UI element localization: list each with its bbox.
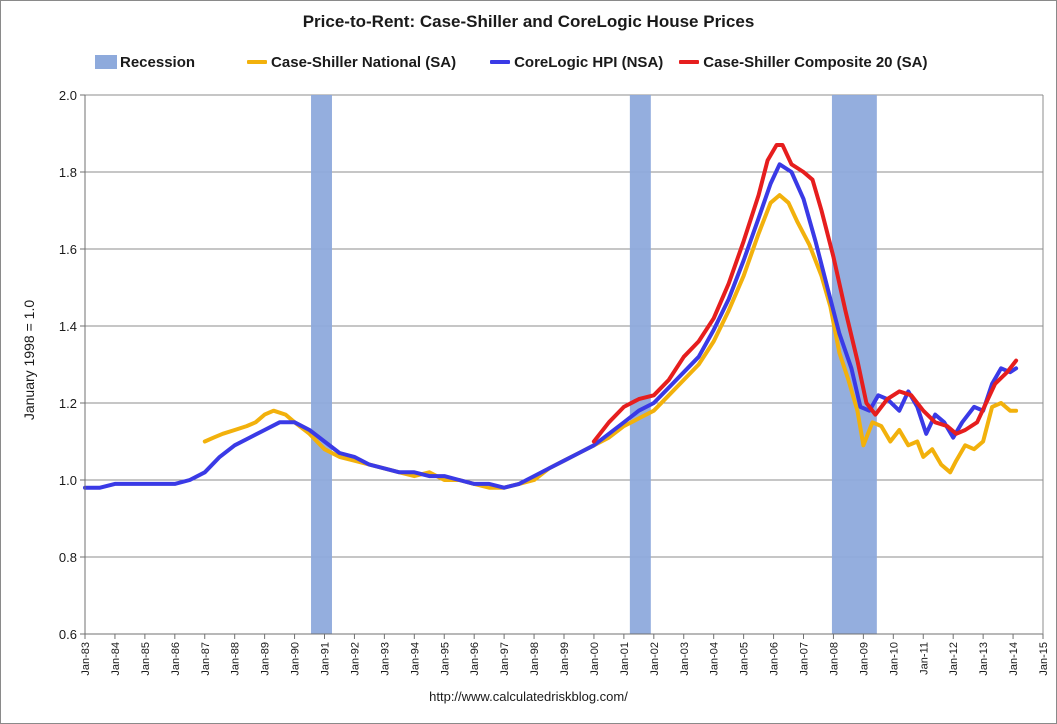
x-tick-label-23: Jan-06 — [769, 642, 781, 676]
x-tick-label-29: Jan-12 — [948, 642, 960, 676]
x-tick-label-24: Jan-07 — [799, 642, 811, 676]
recession-band-1 — [629, 95, 651, 634]
axes — [84, 95, 1044, 635]
series-line-case-shiller-national-sa — [202, 193, 1019, 490]
x-tick-label-5: Jan-88 — [230, 642, 242, 676]
series-lines — [83, 143, 1019, 490]
legend-swatch-case-shiller-composite-20 — [679, 60, 700, 64]
x-tick-label-30: Jan-13 — [978, 642, 990, 676]
y-tick-label-2: 1.0 — [59, 473, 77, 488]
recession-bands — [311, 95, 877, 634]
y-tick-label-1: 0.8 — [59, 550, 77, 565]
legend-label-recession: Recession — [120, 53, 196, 71]
legend: Recession Case-Shiller National (SA) Cor… — [95, 51, 938, 73]
y-tick-labels: 0.6 0.8 1.0 1.2 1.4 1.6 1.8 2.0 — [59, 88, 85, 642]
legend-label-case-shiller-national: Case-Shiller National (SA) — [271, 53, 457, 71]
x-tick-label-17: Jan-00 — [589, 642, 601, 676]
x-tick-label-20: Jan-03 — [679, 642, 691, 676]
x-tick-label-9: Jan-92 — [349, 642, 361, 676]
x-tick-label-25: Jan-08 — [828, 642, 840, 676]
legend-swatch-recession — [95, 55, 117, 69]
legend-swatch-case-shiller-national — [247, 60, 268, 64]
x-tick-label-11: Jan-94 — [409, 642, 421, 676]
x-tick-label-31: Jan-14 — [1008, 642, 1020, 676]
x-tick-label-2: Jan-85 — [140, 642, 152, 676]
x-tick-label-13: Jan-96 — [469, 642, 481, 676]
recession-band-2 — [831, 95, 877, 634]
x-tick-label-14: Jan-97 — [499, 642, 511, 676]
x-tick-label-12: Jan-95 — [439, 642, 451, 676]
x-tick-label-15: Jan-98 — [529, 642, 541, 676]
x-tick-label-10: Jan-93 — [379, 642, 391, 676]
y-tick-label-7: 2.0 — [59, 88, 77, 103]
x-tick-label-0: Jan-83 — [80, 642, 92, 676]
x-tick-label-6: Jan-89 — [260, 642, 272, 676]
x-tick-label-4: Jan-87 — [200, 642, 212, 676]
source-url: http://www.calculatedriskblog.com/ — [429, 689, 628, 704]
x-tick-label-1: Jan-84 — [110, 642, 122, 676]
legend-item-corelogic-hpi: CoreLogic HPI (NSA) — [490, 54, 663, 71]
legend-label-case-shiller-composite-20: Case-Shiller Composite 20 (SA) — [703, 53, 928, 71]
legend-label-corelogic-hpi: CoreLogic HPI (NSA) — [514, 53, 664, 71]
chart-title: Price-to-Rent: Case-Shiller and CoreLogi… — [302, 12, 755, 31]
x-tick-label-3: Jan-86 — [170, 642, 182, 676]
x-tick-label-22: Jan-05 — [739, 642, 751, 676]
x-tick-label-21: Jan-04 — [709, 642, 721, 676]
x-tick-label-27: Jan-10 — [888, 642, 900, 676]
y-tick-label-6: 1.8 — [59, 165, 77, 180]
x-tick-label-19: Jan-02 — [649, 642, 661, 676]
recession-band-0 — [311, 95, 332, 634]
y-tick-label-0: 0.6 — [59, 627, 77, 642]
legend-item-recession: Recession — [95, 54, 195, 71]
y-tick-label-5: 1.6 — [59, 242, 77, 257]
x-tick-label-26: Jan-09 — [858, 642, 870, 676]
y-tick-label-4: 1.4 — [59, 319, 77, 334]
x-tick-labels: Jan-83 Jan-84 Jan-85 Jan-86 Jan-87 Jan-88 Jan-… — [80, 634, 1050, 676]
legend-item-case-shiller-composite-20: Case-Shiller Composite 20 (SA) — [679, 53, 928, 71]
x-tick-label-28: Jan-11 — [918, 642, 930, 675]
x-tick-label-7: Jan-90 — [290, 642, 302, 676]
x-tick-label-16: Jan-99 — [559, 642, 571, 676]
grid-lines — [85, 94, 1043, 635]
x-tick-label-8: Jan-91 — [320, 642, 332, 676]
series-line-case-shiller-composite-20-sa — [591, 143, 1019, 444]
legend-item-case-shiller-national: Case-Shiller National (SA) — [247, 54, 456, 71]
x-tick-label-32: Jan-15 — [1038, 642, 1050, 676]
legend-swatch-corelogic-hpi — [490, 60, 511, 64]
y-tick-label-3: 1.2 — [59, 396, 77, 411]
x-tick-label-18: Jan-01 — [619, 642, 631, 676]
